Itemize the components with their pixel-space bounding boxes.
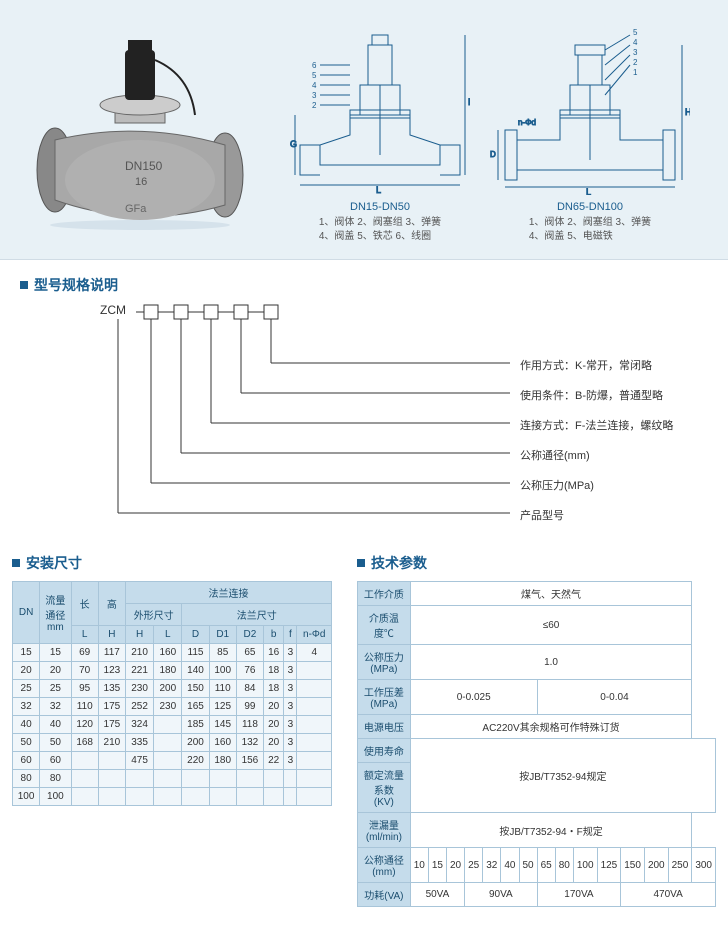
th-flange: 法兰连接 — [125, 582, 331, 604]
svg-text:n-Φd: n-Φd — [518, 118, 536, 127]
table-row: 工作介质煤气、天然气 — [358, 582, 716, 606]
svg-text:4: 4 — [633, 38, 638, 47]
tables-row: 安装尺寸 DN 流量 通径 mm 长 高 法兰连接 外形尺寸 法兰尺寸 L H — [0, 543, 728, 927]
svg-text:5: 5 — [312, 71, 317, 80]
svg-text:2: 2 — [312, 101, 317, 110]
model-section-title: 型号规格说明 — [20, 275, 708, 295]
table-row: 泄漏量 (ml/min)按JB/T7352-94・F规定 — [358, 813, 716, 848]
th-dn: DN — [13, 582, 40, 644]
svg-text:3: 3 — [633, 48, 638, 57]
table-row: 20207012322118014010076183 — [13, 662, 332, 680]
tech-title: 技术参数 — [357, 553, 716, 573]
svg-text:D: D — [490, 150, 496, 159]
tech-params-section: 技术参数 工作介质煤气、天然气介质温度℃≤60公称压力 (MPa)1.0工作压差… — [357, 553, 716, 907]
svg-text:H: H — [685, 107, 690, 117]
th-outer: 外形尺寸 — [125, 604, 181, 626]
product-photo: DN150 16 GFa — [10, 15, 270, 235]
model-title-text: 型号规格说明 — [34, 275, 118, 295]
model-label-4: 公称压力(MPa) — [520, 477, 594, 493]
svg-text:4: 4 — [312, 81, 317, 90]
svg-text:DN150: DN150 — [125, 159, 163, 173]
svg-text:5: 5 — [633, 28, 638, 37]
diagram-2: L H D n-Φd 5 4 3 2 1 DN65-DN100 1、阀体 2、阀… — [490, 15, 690, 244]
model-label-5: 产品型号 — [520, 507, 564, 523]
th-len: 长 — [71, 582, 98, 626]
install-dims-section: 安装尺寸 DN 流量 通径 mm 长 高 法兰连接 外形尺寸 法兰尺寸 L H — [12, 553, 332, 806]
table-row: 25259513523020015011084183 — [13, 680, 332, 698]
model-spec-section: 型号规格说明 — [0, 260, 728, 543]
svg-text:6: 6 — [312, 61, 317, 70]
model-label-0: 作用方式：K-常开，常闭略 — [520, 357, 652, 373]
model-diagram: ZCM 作用方式：K-常开，常闭略 使用条件：B-防爆，普通型略 连接方式：F-… — [100, 303, 700, 523]
table-row: 6060475220180156223 — [13, 752, 332, 770]
table-row: 介质温度℃≤60 — [358, 606, 716, 645]
svg-text:L: L — [586, 187, 591, 195]
th-flow: 流量 通径 mm — [40, 582, 71, 644]
svg-text:2: 2 — [633, 58, 638, 67]
table-row: 323211017525223016512599203 — [13, 698, 332, 716]
model-label-3: 公称通径(mm) — [520, 447, 590, 463]
svg-text:3: 3 — [312, 91, 317, 100]
svg-text:GFa: GFa — [125, 203, 147, 215]
table-row: 公称压力 (MPa)1.0 — [358, 645, 716, 680]
diagram-1: L H G 6 5 4 3 2 DN15-DN50 1、阀体 2、阀塞组 3、弹… — [290, 15, 470, 244]
model-label-2: 连接方式：F-法兰连接，螺纹略 — [520, 417, 673, 433]
table-row: 15156911721016011585651634 — [13, 644, 332, 662]
diagram-2-parts: 1、阀体 2、阀塞组 3、弹簧 4、阀盖 5、电磁铁 — [529, 216, 651, 244]
install-table: DN 流量 通径 mm 长 高 法兰连接 外形尺寸 法兰尺寸 L H H L D… — [12, 581, 332, 806]
tech-title-text: 技术参数 — [371, 553, 427, 573]
diagram-2-title: DN65-DN100 — [557, 201, 623, 213]
svg-text:H: H — [468, 97, 470, 107]
table-row: 工作压差 (MPa)0-0.0250-0.04 — [358, 680, 716, 715]
install-title: 安装尺寸 — [12, 553, 332, 573]
model-prefix: ZCM — [100, 303, 126, 317]
diagram-1-parts: 1、阀体 2、阀塞组 3、弹簧 4、阀盖 5、铁芯 6、线圈 — [319, 216, 441, 244]
svg-text:L: L — [376, 185, 381, 195]
tech-table: 工作介质煤气、天然气介质温度℃≤60公称压力 (MPa)1.0工作压差 (MPa… — [357, 581, 716, 907]
table-row: 4040120175324185145118203 — [13, 716, 332, 734]
th-flangedim: 法兰尺寸 — [182, 604, 332, 626]
diagram-1-title: DN15-DN50 — [350, 201, 410, 213]
svg-text:1: 1 — [633, 68, 638, 77]
th-hei: 高 — [98, 582, 125, 626]
table-row: 公称通径 (mm)1015202532405065801001251502002… — [358, 848, 716, 883]
model-label-1: 使用条件：B-防爆，普通型略 — [520, 387, 663, 403]
hero-panel: DN150 16 GFa — [0, 0, 728, 260]
table-row: 使用寿命按JB/T7352-94规定 — [358, 739, 716, 763]
table-row: 电源电压AC220V其余规格可作特殊订货 — [358, 715, 716, 739]
table-row: 8080 — [13, 770, 332, 788]
table-row: 5050168210335200160132203 — [13, 734, 332, 752]
table-row: 功耗(VA)50VA90VA170VA470VA — [358, 883, 716, 907]
svg-text:16: 16 — [135, 176, 147, 188]
svg-text:G: G — [290, 139, 297, 149]
install-title-text: 安装尺寸 — [26, 553, 82, 573]
table-row: 100100 — [13, 788, 332, 806]
